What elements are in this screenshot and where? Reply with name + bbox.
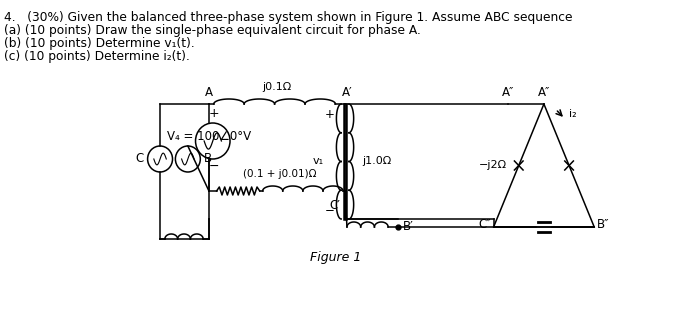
Text: A″: A″ [502, 86, 514, 99]
Text: (0.1 + j0.01)Ω: (0.1 + j0.01)Ω [243, 169, 316, 179]
Text: −: − [325, 204, 335, 217]
Text: B: B [204, 152, 212, 166]
Text: i₂: i₂ [569, 109, 577, 119]
Text: C: C [136, 152, 144, 166]
Text: Figure 1: Figure 1 [310, 251, 361, 264]
Text: B″: B″ [597, 219, 610, 232]
Text: B′: B′ [402, 220, 413, 234]
Text: A: A [205, 86, 213, 99]
Text: V₄ = 100∠0°V: V₄ = 100∠0°V [167, 130, 251, 143]
Text: j0.1Ω: j0.1Ω [262, 82, 292, 92]
Text: C″: C″ [478, 219, 491, 232]
Text: 4.   (30%) Given the balanced three-phase system shown in Figure 1. Assume ABC s: 4. (30%) Given the balanced three-phase … [4, 11, 573, 24]
Text: v₁: v₁ [313, 157, 324, 167]
Text: −: − [209, 160, 219, 173]
Text: (b) (10 points) Determine v₁(t).: (b) (10 points) Determine v₁(t). [4, 37, 195, 50]
Text: j1.0Ω: j1.0Ω [363, 157, 391, 167]
Text: (c) (10 points) Determine i₂(t).: (c) (10 points) Determine i₂(t). [4, 50, 190, 63]
Text: (a) (10 points) Draw the single-phase equivalent circuit for phase A.: (a) (10 points) Draw the single-phase eq… [4, 24, 421, 37]
Text: +: + [325, 108, 335, 121]
Text: +: + [209, 107, 219, 120]
Text: C′: C′ [330, 199, 340, 212]
Text: A″: A″ [538, 86, 550, 99]
Text: A′: A′ [342, 86, 352, 99]
Text: −j2Ω: −j2Ω [479, 160, 507, 170]
